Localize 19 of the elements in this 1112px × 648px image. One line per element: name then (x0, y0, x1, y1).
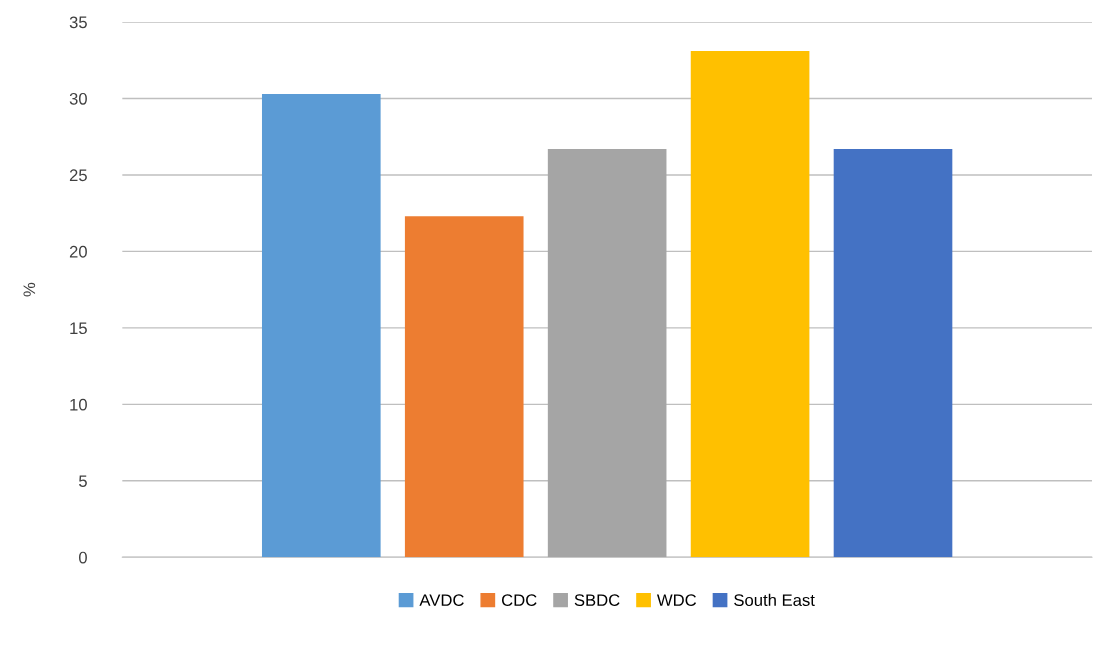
y-tick-label: 35 (69, 16, 87, 29)
y-tick-label: 0 (78, 551, 87, 564)
y-axis-title: % (23, 282, 36, 297)
bar (547, 148, 667, 558)
bar (690, 51, 810, 558)
legend-label: WDC (656, 594, 697, 607)
y-tick-label: 15 (70, 322, 87, 335)
legend-label: CDC (501, 594, 537, 607)
y-tick-label: 10 (70, 398, 87, 411)
bar (404, 216, 524, 558)
y-tick-label: 20 (69, 245, 87, 258)
y-tick-label: 30 (69, 92, 87, 105)
y-tick-label: 25 (69, 169, 87, 182)
legend-label: South East (734, 593, 815, 607)
bar (833, 148, 953, 558)
legend-label: SBDC (574, 594, 620, 607)
y-tick-label: 5 (79, 475, 87, 488)
bar (261, 93, 381, 558)
legend-label: AVDC (419, 594, 464, 607)
